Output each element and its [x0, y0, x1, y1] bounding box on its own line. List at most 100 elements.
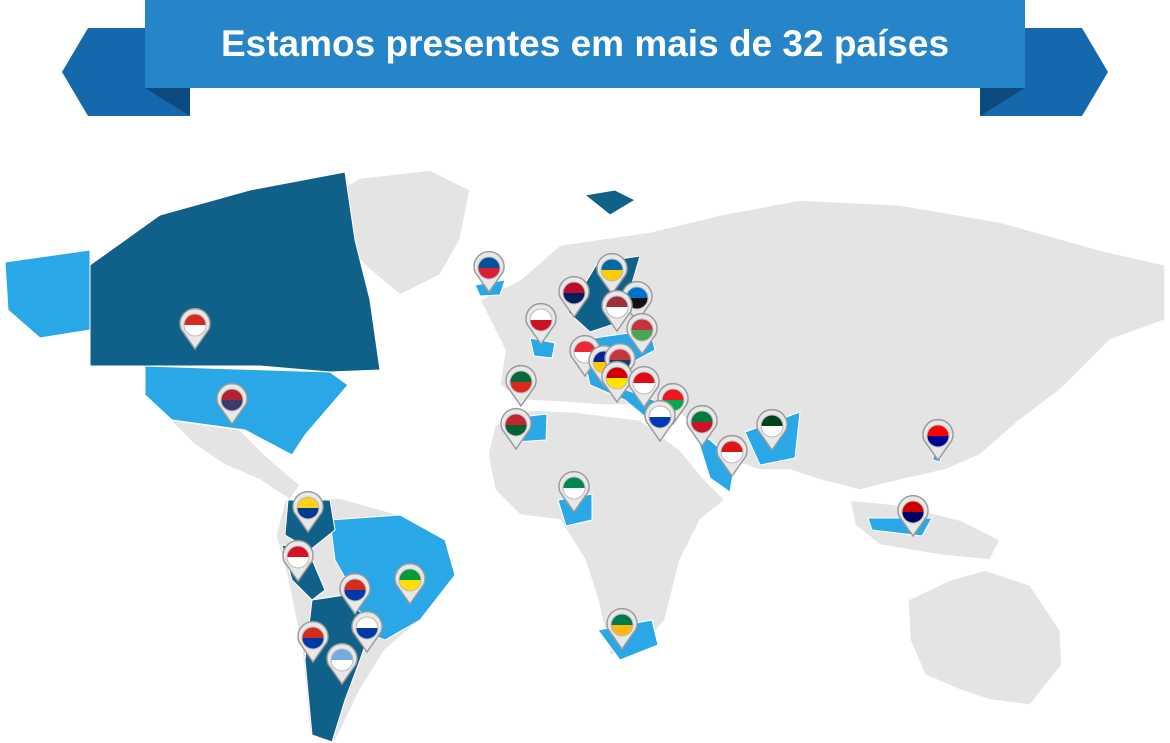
flag-rim: [504, 413, 528, 437]
flag-rim: [509, 370, 533, 394]
flag-pin: [558, 470, 590, 514]
flag-bottom: [563, 293, 585, 304]
flag-bottom: [927, 436, 949, 447]
flag-top: [574, 341, 596, 352]
flag-top: [184, 314, 206, 325]
flag-bottom: [221, 400, 243, 411]
flag-bottom: [510, 382, 532, 393]
flag-pin: [756, 408, 788, 452]
banner: [145, 0, 1025, 88]
flag-rim: [632, 371, 656, 395]
flag-top: [761, 415, 783, 426]
flag-rim: [296, 496, 320, 520]
flag-bottom: [601, 270, 623, 281]
flag-bottom: [505, 425, 527, 436]
flag-rim: [648, 405, 672, 429]
flag-top: [662, 389, 684, 400]
flag-rim: [398, 568, 422, 592]
alaska: [4, 249, 91, 339]
flag-rim: [343, 578, 367, 602]
flag-bottom: [344, 590, 366, 601]
flag-top: [510, 371, 532, 382]
flag-rim: [610, 613, 634, 637]
flag-rim: [690, 410, 714, 434]
flag-top: [344, 579, 366, 590]
flag-rim: [901, 500, 925, 524]
flag-pin: [339, 572, 371, 616]
canada: [89, 171, 381, 373]
flag-pin: [596, 252, 628, 296]
flag-rim: [286, 545, 310, 569]
flag-top: [287, 546, 309, 557]
flag-pin: [716, 434, 748, 478]
flag-top: [633, 372, 655, 383]
flag-bottom: [606, 307, 628, 318]
flag-pin: [601, 360, 633, 404]
flag-top: [606, 296, 628, 307]
flag-top: [611, 614, 633, 625]
flag-bottom: [563, 488, 585, 499]
flag-rim: [760, 414, 784, 438]
flag-pin: [606, 607, 638, 651]
flag-top: [609, 349, 631, 360]
flag-pin: [644, 399, 676, 443]
flag-pin: [686, 404, 718, 448]
flag-rim: [220, 388, 244, 412]
flag-bottom: [399, 580, 421, 591]
flag-top: [399, 569, 421, 580]
flag-bottom: [606, 378, 628, 389]
flag-rim: [926, 424, 950, 448]
flag-top: [563, 282, 585, 293]
australia: [907, 569, 1063, 706]
flag-top: [721, 441, 743, 452]
flag-top: [331, 649, 353, 660]
flag-top: [530, 309, 552, 320]
flag-bottom: [631, 330, 653, 341]
flag-bottom: [761, 426, 783, 437]
flag-rim: [605, 366, 629, 390]
flag-top: [691, 411, 713, 422]
flag-rim: [630, 318, 654, 342]
flag-top: [649, 406, 671, 417]
flag-bottom: [633, 383, 655, 394]
flag-bottom: [297, 508, 319, 519]
flag-pin: [922, 418, 954, 462]
flag-top: [601, 259, 623, 270]
flag-top: [563, 477, 585, 488]
flag-rim: [605, 295, 629, 319]
flag-pin: [216, 382, 248, 426]
usa: [144, 365, 349, 456]
flag-pin: [282, 539, 314, 583]
flag-bottom: [356, 628, 378, 639]
flag-rim: [562, 281, 586, 305]
flag-bottom: [649, 417, 671, 428]
flag-rim: [529, 308, 553, 332]
flag-top: [626, 287, 648, 298]
svalbard: [583, 189, 637, 216]
flag-pins: [179, 250, 954, 686]
ribbon-fold-right: [980, 88, 1025, 116]
brazil: [329, 514, 456, 641]
flag-pin: [394, 562, 426, 606]
flag-bottom: [331, 660, 353, 671]
flag-rim: [600, 258, 624, 282]
flag-pin: [525, 302, 557, 346]
flag-top: [221, 389, 243, 400]
flag-top: [927, 425, 949, 436]
flag-bottom: [287, 557, 309, 568]
flag-top: [356, 617, 378, 628]
flag-top: [902, 501, 924, 512]
ribbon-fold-left: [145, 88, 190, 116]
flag-pin: [500, 407, 532, 451]
flag-rim: [301, 626, 325, 650]
flag-bottom: [721, 452, 743, 463]
flag-pin: [626, 312, 658, 356]
eurasia: [478, 199, 1166, 491]
flag-top: [606, 367, 628, 378]
flag-rim: [720, 440, 744, 464]
flag-pin: [897, 494, 929, 538]
flag-bottom: [478, 268, 500, 279]
flag-rim: [183, 313, 207, 337]
